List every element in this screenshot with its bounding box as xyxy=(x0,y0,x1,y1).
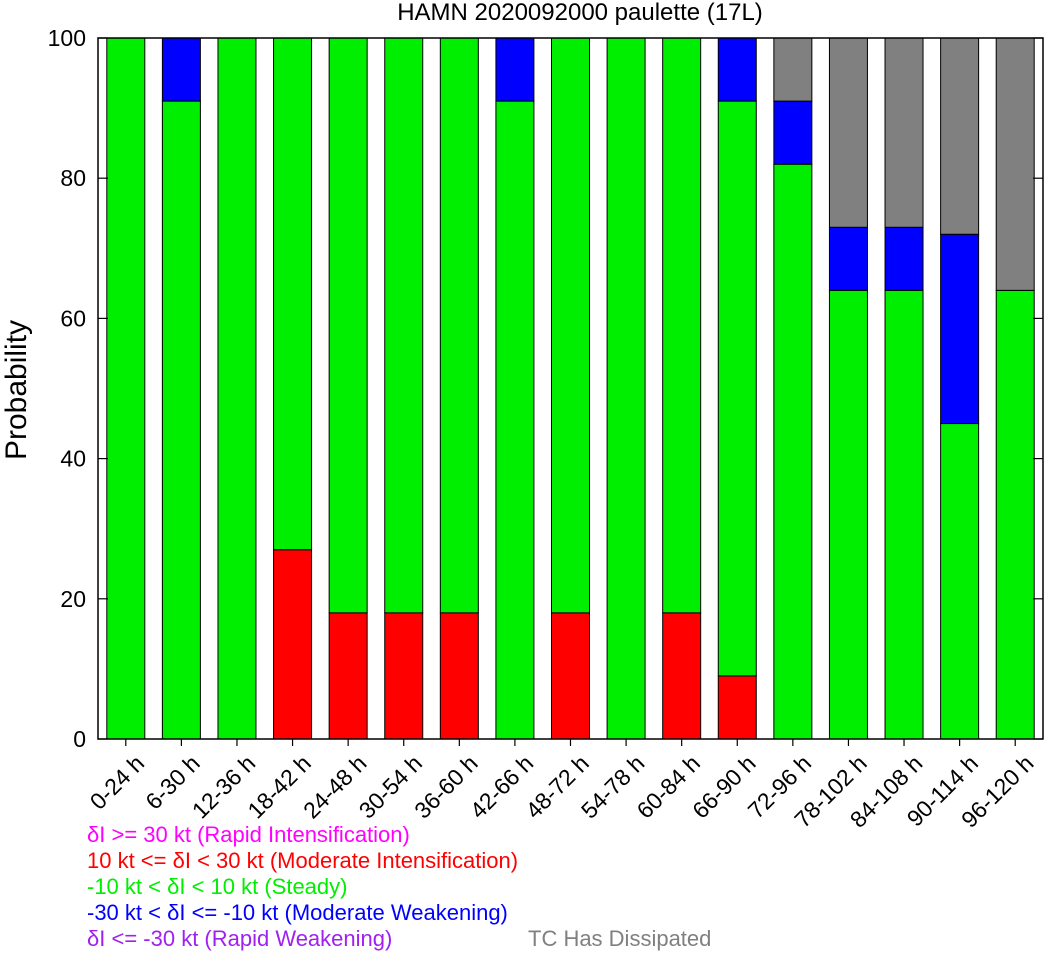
y-tick-label-3: 60 xyxy=(60,305,86,331)
bar-segment-14-2 xyxy=(884,289,924,740)
bar-segment-12-5 xyxy=(773,37,813,102)
bar-segment-13-3 xyxy=(828,226,868,291)
y-tick-label-1: 20 xyxy=(60,586,86,612)
bar-segment-4-2 xyxy=(328,37,368,614)
legend-entry-5: TC Has Dissipated xyxy=(528,926,712,951)
bar-segment-8-2 xyxy=(551,37,590,614)
x-ticks-group: 0-24 h6-30 h12-36 h18-42 h24-48 h30-54 h… xyxy=(85,739,1039,833)
bar-segment-0-2 xyxy=(106,37,146,740)
bar-segment-14-3 xyxy=(884,226,924,291)
bar-segment-7-2 xyxy=(495,100,535,740)
bar-segment-10-1 xyxy=(662,612,702,740)
bar-segment-1-2 xyxy=(161,100,201,740)
bar-segment-11-1 xyxy=(717,675,757,740)
y-tick-label-2: 40 xyxy=(60,446,86,472)
y-axis-label: Probability xyxy=(0,320,33,460)
bar-segment-11-2 xyxy=(717,100,757,677)
plot-frame xyxy=(97,37,1044,740)
bar-segment-3-1 xyxy=(273,549,313,740)
x-tick-label-0: 0-24 h xyxy=(85,750,150,815)
bars-group xyxy=(106,37,1035,740)
y-tick-label-4: 80 xyxy=(60,165,86,191)
bar-segment-5-2 xyxy=(384,37,424,614)
bar-segment-14-5 xyxy=(884,37,924,228)
legend-entry-2: -10 kt < δI < 10 kt (Steady) xyxy=(87,874,348,899)
bar-segment-16-2 xyxy=(995,289,1035,740)
bar-segment-6-2 xyxy=(439,37,479,614)
bar-segment-15-2 xyxy=(940,423,980,740)
bar-segment-10-2 xyxy=(662,37,702,614)
legend-entry-0: δI >= 30 kt (Rapid Intensification) xyxy=(87,822,410,847)
bar-segment-5-1 xyxy=(384,612,424,740)
bar-segment-9-2 xyxy=(606,37,646,740)
chart-title: HAMN 2020092000 paulette (17L) xyxy=(397,0,763,26)
bar-segment-13-5 xyxy=(828,37,868,228)
y-tick-label-5: 100 xyxy=(48,25,86,51)
legend-entry-1: 10 kt <= δI < 30 kt (Moderate Intensific… xyxy=(87,848,519,873)
bar-segment-12-3 xyxy=(773,100,813,165)
y-ticks-group: 0 20 40 60 80 100 xyxy=(48,25,1043,752)
bar-segment-12-2 xyxy=(773,163,813,740)
bar-segment-1-3 xyxy=(161,37,201,102)
bar-segment-11-3 xyxy=(717,37,757,102)
bar-segment-13-2 xyxy=(828,289,868,740)
y-tick-label-0: 0 xyxy=(73,726,86,752)
bar-segment-6-1 xyxy=(439,612,479,740)
bar-segment-4-1 xyxy=(328,612,368,740)
bar-segment-8-1 xyxy=(551,612,590,740)
bar-segment-15-3 xyxy=(940,233,980,425)
bar-segment-16-5 xyxy=(995,37,1035,291)
bar-segment-2-2 xyxy=(217,37,257,740)
bar-segment-3-2 xyxy=(273,37,313,551)
legend-entry-4: δI <= -30 kt (Rapid Weakening) xyxy=(87,926,393,951)
bar-segment-15-5 xyxy=(940,37,980,235)
bar-segment-7-3 xyxy=(495,37,535,102)
legend-entry-3: -30 kt < δI <= -10 kt (Moderate Weakenin… xyxy=(87,900,508,925)
